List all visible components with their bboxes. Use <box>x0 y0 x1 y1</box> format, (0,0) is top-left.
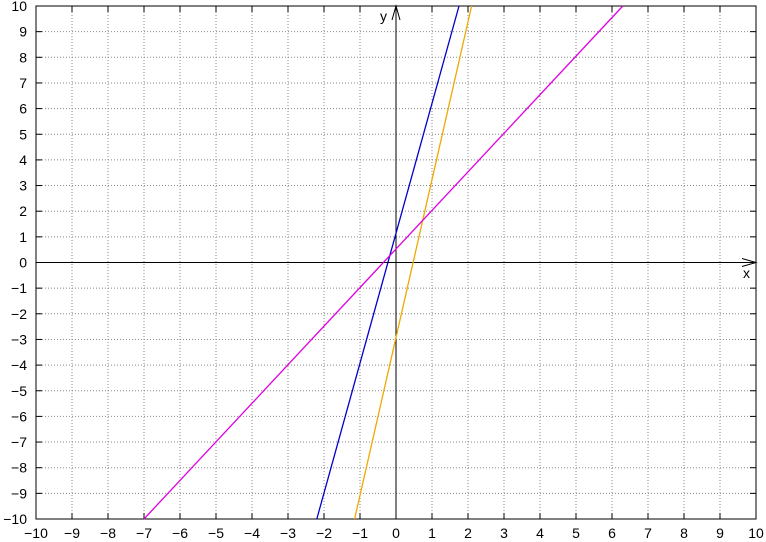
x-tick-label: 1 <box>428 525 436 541</box>
x-tick-label: 6 <box>608 525 616 541</box>
y-tick-label: 7 <box>19 75 27 91</box>
y-tick-label: −10 <box>3 511 27 527</box>
y-tick-label: −3 <box>11 331 27 347</box>
series-lines <box>143 5 624 520</box>
y-tick-label: 0 <box>19 255 27 271</box>
x-tick-label: −1 <box>352 525 368 541</box>
y-tick-label: −5 <box>11 383 27 399</box>
y-tick-label: 10 <box>11 0 27 14</box>
series-line-1 <box>316 5 460 520</box>
y-tick-label: −6 <box>11 408 27 424</box>
x-tick-label: 7 <box>644 525 652 541</box>
y-tick-label: 2 <box>19 203 27 219</box>
series-line-3 <box>143 5 624 520</box>
y-tick-label: −2 <box>11 306 27 322</box>
x-tick-label: 3 <box>500 525 508 541</box>
x-tick-label: −3 <box>280 525 296 541</box>
x-tick-label: 8 <box>680 525 688 541</box>
x-tick-label: 0 <box>392 525 400 541</box>
x-tick-label: −9 <box>64 525 80 541</box>
x-tick-label: −2 <box>316 525 332 541</box>
y-tick-label: −7 <box>11 434 27 450</box>
y-tick-label: 1 <box>19 229 27 245</box>
y-tick-label: 4 <box>19 152 27 168</box>
y-tick-label: 8 <box>19 49 27 65</box>
y-tick-label: 9 <box>19 24 27 40</box>
x-tick-label: −4 <box>244 525 260 541</box>
x-axis-label: x <box>743 265 750 281</box>
y-tick-label: −8 <box>11 460 27 476</box>
y-tick-label: 3 <box>19 178 27 194</box>
y-tick-label: −4 <box>11 357 27 373</box>
x-tick-label: −5 <box>208 525 224 541</box>
series-line-2 <box>353 5 473 520</box>
y-tick-label: −9 <box>11 485 27 501</box>
x-tick-label: 5 <box>572 525 580 541</box>
y-tick-label: 5 <box>19 126 27 142</box>
y-tick-label: 6 <box>19 101 27 117</box>
x-tick-label: −10 <box>24 525 48 541</box>
x-tick-label: 4 <box>536 525 544 541</box>
x-tick-label: 10 <box>748 525 764 541</box>
y-axis-label: y <box>380 8 387 24</box>
y-tick-label: −1 <box>11 280 27 296</box>
x-tick-label: −7 <box>136 525 152 541</box>
x-tick-label: 2 <box>464 525 472 541</box>
x-tick-label: −8 <box>100 525 116 541</box>
x-tick-label: −6 <box>172 525 188 541</box>
tick-marks <box>35 5 757 520</box>
tick-labels: −10 −9 −8 −7 −6 −5 −4 −3 −2 −1 0 1 2 3 4 5 6 7 8 9 10−10−9−8… <box>3 0 764 541</box>
x-tick-label: 9 <box>716 525 724 541</box>
